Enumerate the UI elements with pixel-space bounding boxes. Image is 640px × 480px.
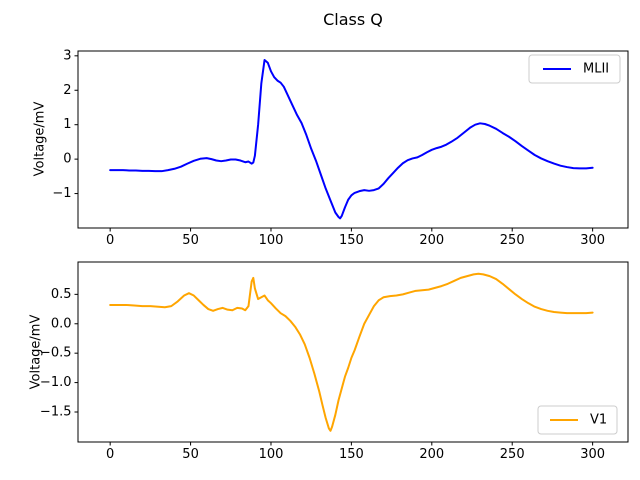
y-tick-label: 0 — [63, 152, 71, 167]
y-tick-label: −0.5 — [40, 346, 72, 361]
y-tick-label: 1 — [63, 117, 71, 132]
x-tick-label: 250 — [500, 233, 525, 248]
x-tick-label: 150 — [339, 447, 364, 462]
x-tick-label: 300 — [580, 233, 605, 248]
x-tick-label: 150 — [339, 233, 364, 248]
axes-frame — [77, 50, 629, 229]
x-tick-label: 50 — [182, 233, 199, 248]
legend-box — [528, 54, 621, 84]
x-tick-label: 300 — [580, 447, 605, 462]
x-tick-label: 50 — [182, 447, 199, 462]
y-tick-label: −1.0 — [40, 375, 72, 390]
y-tick-label: 0.5 — [51, 287, 72, 302]
x-tick-label: 0 — [106, 233, 114, 248]
x-tick-label: 100 — [259, 447, 284, 462]
y-tick-label: −1 — [52, 186, 71, 201]
x-tick-label: 200 — [419, 447, 444, 462]
axes-frame — [77, 261, 629, 443]
legend-label: MLII — [583, 62, 609, 77]
x-tick-label: 200 — [419, 233, 444, 248]
x-tick-label: 100 — [259, 233, 284, 248]
x-tick-label: 0 — [106, 447, 114, 462]
y-tick-label: 2 — [63, 83, 71, 98]
y-tick-label: 3 — [63, 48, 71, 63]
series-line-mlii — [109, 58, 594, 220]
legend-label: V1 — [590, 413, 607, 428]
series-line-v1 — [109, 272, 594, 432]
y-tick-label: −1.5 — [40, 405, 72, 420]
x-tick-label: 250 — [500, 447, 525, 462]
figure-title: Class Q — [323, 10, 383, 29]
y-tick-label: 0.0 — [51, 316, 72, 331]
